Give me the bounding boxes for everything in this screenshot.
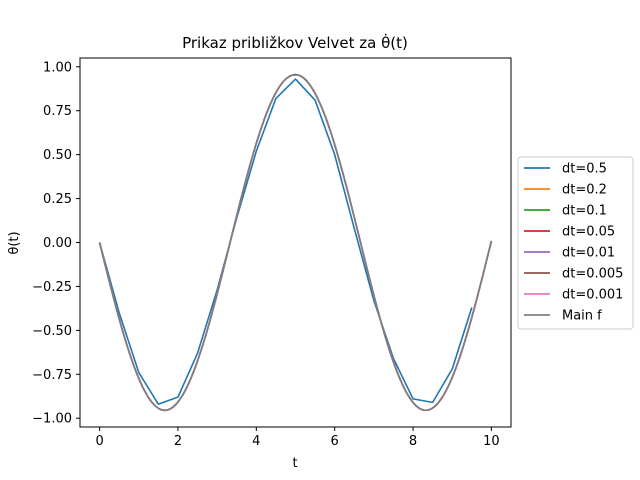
x-tick-label: 6 [331, 434, 339, 449]
x-tick-label: 10 [483, 434, 500, 449]
chart-title: Prikaz približkov Velvet za θ̇(t) [182, 33, 408, 52]
y-tick-label: 0.75 [43, 104, 72, 119]
plot-area [79, 57, 512, 428]
series-line-2 [98, 73, 493, 412]
series-line-4 [98, 73, 493, 412]
series-line-3 [98, 73, 493, 412]
series-group [98, 73, 493, 412]
y-tick-label: 0.50 [43, 148, 72, 163]
y-tick-label: 1.00 [43, 60, 72, 75]
legend-label: dt=0.005 [562, 267, 623, 282]
y-axis: 1.00 0.75 0.50 0.25 0.00 −0.25 −0.50 −0.75 −1.00 [32, 60, 80, 427]
legend: dt=0.5 dt=0.2 dt=0.1 dt=0.05 dt=0.01 dt=0.005… [517, 156, 634, 330]
y-tick-label: −0.75 [32, 368, 72, 383]
series-line-7 [98, 73, 493, 412]
legend-label: Main f [562, 309, 602, 324]
x-tick-label: 4 [252, 434, 260, 449]
x-tick-label: 8 [409, 434, 417, 449]
y-tick-label: −0.50 [32, 324, 72, 339]
plot-frame [79, 57, 512, 428]
y-tick-label: 0.00 [43, 236, 72, 251]
x-tick-label: 0 [95, 434, 103, 449]
legend-label: dt=0.01 [562, 246, 615, 261]
legend-box [517, 156, 634, 330]
y-tick-label: 0.25 [43, 192, 72, 207]
x-axis: 0 2 4 6 8 10 [95, 427, 500, 449]
legend-label: dt=0.2 [562, 183, 607, 198]
series-line-1 [98, 73, 493, 412]
series-line-0 [98, 78, 473, 405]
legend-label: dt=0.001 [562, 288, 623, 303]
y-tick-label: −1.00 [32, 412, 72, 427]
x-axis-label: t [292, 456, 297, 471]
y-tick-label: −0.25 [32, 280, 72, 295]
legend-label: dt=0.05 [562, 225, 615, 240]
series-line-5 [98, 73, 493, 412]
series-line-6 [98, 73, 493, 412]
legend-label: dt=0.1 [562, 204, 607, 219]
y-axis-label: θ(t) [7, 231, 22, 254]
x-tick-label: 2 [174, 434, 182, 449]
legend-label: dt=0.5 [562, 162, 607, 177]
